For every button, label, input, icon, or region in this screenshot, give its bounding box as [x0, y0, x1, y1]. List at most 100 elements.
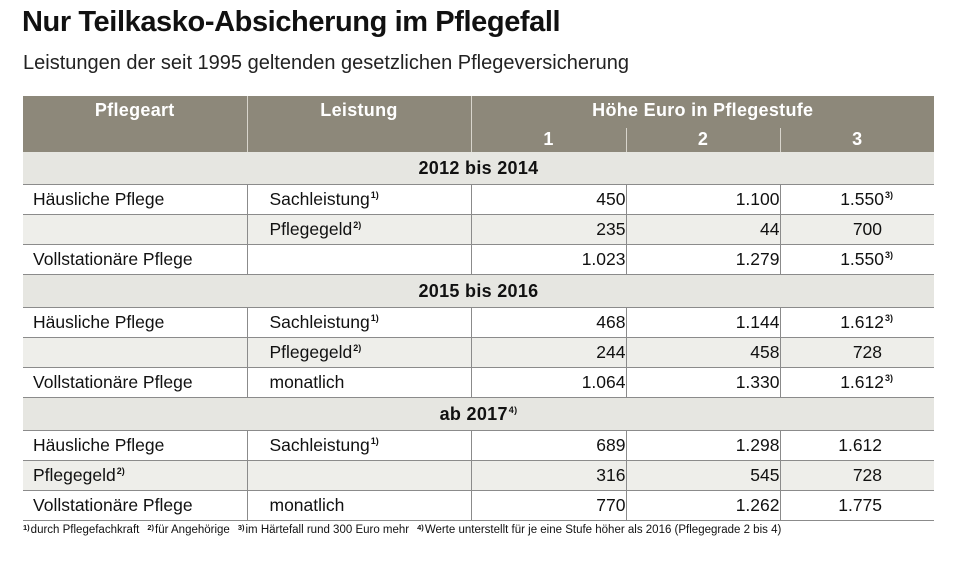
cell-stufe-1: 468 [470, 307, 626, 338]
cell-pflegeart-text: Vollstationäre Pflege [33, 372, 193, 392]
cell-leistung-text: monatlich [269, 372, 345, 392]
table-row: Vollstationäre Pflege monatlich 1.064 1.330… [23, 367, 935, 398]
footnote-mark: 2) [147, 523, 155, 532]
cell-stufe-2-text: 1.262 [735, 495, 780, 515]
footnote-text: im Härtefall rund 300 Euro mehr [245, 524, 410, 536]
section-title-text: ab 2017 [439, 403, 508, 424]
cell-stufe-2: 44 [625, 214, 780, 245]
cell-stufe-2: 1.330 [625, 367, 780, 398]
footnote-text: Werte unterstellt für je eine Stufe höhe… [424, 524, 782, 536]
footnote-mark: 4) [508, 404, 518, 415]
cell-leistung: Sachleistung1) [246, 307, 471, 338]
cell-leistung: Sachleistung1) [246, 184, 471, 215]
cell-stufe-1: 235 [470, 214, 626, 245]
cell-leistung-text: Sachleistung [269, 312, 370, 332]
cell-pflegeart [23, 214, 247, 245]
table-row: Pflegegeld2) 244 458 728 [23, 337, 935, 368]
cell-leistung: Pflegegeld2) [246, 214, 471, 245]
footnote-mark: 1) [370, 436, 379, 446]
cell-leistung: monatlich [246, 367, 471, 398]
section-row: ab 20174) [23, 397, 935, 431]
cell-leistung-text: Sachleistung [269, 189, 370, 209]
cell-stufe-3: 728 [779, 337, 935, 368]
cell-stufe-2: 1.262 [625, 490, 780, 521]
footnote-mark: 3) [885, 373, 894, 383]
section-row: 2015 bis 2016 [23, 274, 935, 308]
cell-stufe-3: 1.6123) [779, 367, 935, 398]
cell-stufe-3-text: 728 [852, 465, 883, 485]
cell-stufe-1: 450 [470, 184, 626, 215]
cell-leistung: Pflegegeld2) [246, 337, 471, 368]
cell-leistung [246, 244, 471, 275]
footnote-mark: 2) [116, 466, 125, 476]
cell-stufe-3: 1.6123) [779, 307, 935, 338]
page-subtitle: Leistungen der seit 1995 geltenden geset… [23, 52, 629, 74]
footnote-mark: 4) [417, 523, 424, 532]
cell-stufe-2-text: 545 [750, 465, 780, 485]
cell-stufe-1-text: 689 [596, 435, 626, 455]
cell-pflegeart: Häusliche Pflege [23, 430, 247, 461]
cell-stufe-2-text: 458 [750, 342, 780, 362]
header-stufe-2: 2 [626, 128, 781, 152]
cell-leistung-text: monatlich [269, 495, 345, 515]
cell-leistung-text: Pflegegeld [269, 342, 353, 362]
cell-stufe-1-text: 316 [596, 465, 626, 485]
cell-stufe-2-text: 1.298 [735, 435, 780, 455]
cell-pflegeart [23, 337, 247, 368]
footnote-mark: 2) [353, 220, 362, 230]
footnote-mark: 2) [353, 343, 362, 353]
header-pflegeart: Pflegeart [23, 96, 248, 152]
cell-stufe-2-text: 1.144 [735, 312, 780, 332]
cell-pflegeart-text: Vollstationäre Pflege [33, 249, 193, 269]
cell-stufe-3-text: 1.612 [838, 435, 883, 455]
header-hoehe: Höhe Euro in Pflegestufe [471, 96, 935, 128]
cell-pflegeart: Vollstationäre Pflege [23, 367, 247, 398]
section-title-text: 2015 bis 2016 [418, 280, 539, 301]
section-row: 2012 bis 2014 [23, 152, 935, 185]
footnote-mark: 1) [370, 190, 379, 200]
cell-pflegeart: Vollstationäre Pflege [23, 244, 247, 275]
footnote-mark: 3) [885, 190, 894, 200]
cell-stufe-1: 1.023 [470, 244, 626, 275]
cell-leistung: Sachleistung1) [246, 430, 471, 461]
header-stufe-1: 1 [471, 128, 627, 152]
cell-stufe-2-text: 1.330 [735, 372, 780, 392]
table-row: Vollstationäre Pflege monatlich 770 1.262 1.… [23, 490, 935, 521]
cell-stufe-3: 1.775 [779, 490, 935, 521]
cell-stufe-2: 1.144 [625, 307, 780, 338]
footnote-mark: 1) [23, 523, 30, 532]
cell-stufe-3-text: 1.550 [840, 249, 884, 269]
cell-stufe-1-text: 468 [596, 312, 626, 332]
section-title: 2012 bis 2014 [23, 152, 935, 185]
section-title-text: 2012 bis 2014 [418, 157, 539, 178]
cell-stufe-1-text: 235 [596, 219, 626, 239]
benefits-table: Pflegeart Leistung Höhe Euro in Pflegest… [23, 96, 935, 521]
cell-pflegeart-text: Vollstationäre Pflege [33, 495, 193, 515]
table-row: Häusliche Pflege Sachleistung1) 468 1.144 1.… [23, 307, 935, 338]
cell-stufe-1-text: 450 [596, 189, 626, 209]
cell-pflegeart-text: Häusliche Pflege [33, 189, 165, 209]
cell-pflegeart-text: Häusliche Pflege [33, 435, 165, 455]
cell-pflegeart: Häusliche Pflege [23, 307, 247, 338]
cell-pflegeart: Häusliche Pflege [23, 184, 247, 215]
cell-stufe-1: 770 [470, 490, 626, 521]
cell-stufe-1: 316 [470, 460, 626, 491]
cell-leistung-text: Pflegegeld [269, 219, 353, 239]
cell-stufe-3: 1.612 [779, 430, 935, 461]
cell-stufe-1: 1.064 [470, 367, 626, 398]
footnote-text: durch Pflegefachkraft [30, 524, 140, 536]
cell-stufe-3-text: 1.612 [840, 312, 884, 332]
cell-stufe-3-text: 1.612 [840, 372, 884, 392]
cell-stufe-2-text: 1.279 [735, 249, 780, 269]
cell-stufe-3-text: 728 [852, 342, 883, 362]
section-title: 2015 bis 2016 [23, 274, 935, 308]
cell-stufe-1-text: 1.064 [581, 372, 626, 392]
cell-leistung-text: Sachleistung [269, 435, 370, 455]
cell-leistung [246, 460, 471, 491]
table-row: Pflegegeld2) 235 44 700 [23, 214, 935, 245]
cell-pflegeart: Vollstationäre Pflege [23, 490, 247, 521]
cell-stufe-2-text: 1.100 [735, 189, 780, 209]
cell-stufe-2: 1.100 [625, 184, 780, 215]
cell-stufe-2: 458 [625, 337, 780, 368]
header-leistung: Leistung [247, 96, 472, 152]
